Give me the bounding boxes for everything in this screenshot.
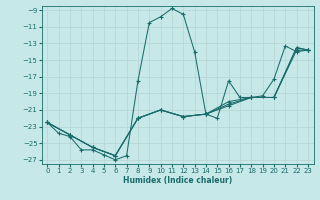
X-axis label: Humidex (Indice chaleur): Humidex (Indice chaleur) [123,176,232,185]
